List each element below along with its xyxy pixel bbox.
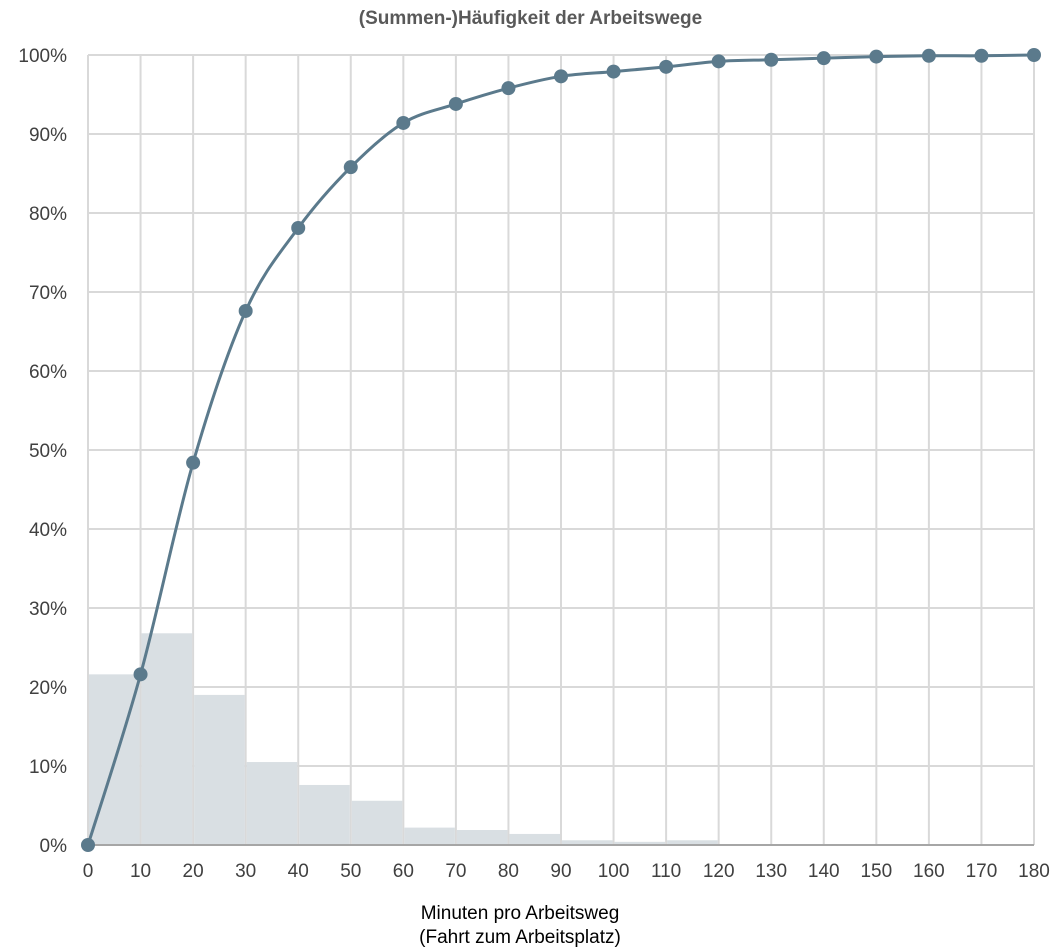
cumulative-point: [291, 221, 306, 236]
histogram-bar: [562, 840, 613, 845]
x-axis-title: Minuten pro Arbeitsweg (Fahrt zum Arbeit…: [310, 902, 730, 950]
x-tick-label: 0: [83, 861, 94, 882]
histogram-bar: [194, 694, 245, 845]
histogram-bar: [351, 800, 403, 845]
grid-lines: [87, 54, 1035, 846]
cumulative-point: [659, 59, 674, 74]
x-tick-label: 70: [445, 861, 466, 882]
cumulative-point: [448, 96, 463, 111]
cumulative-point: [133, 667, 148, 682]
x-tick-label: 180: [1018, 861, 1050, 882]
histogram-bar: [509, 833, 560, 845]
cumulative-point: [1027, 48, 1041, 62]
cumulative-point: [711, 54, 726, 69]
cumulative-point: [238, 303, 253, 318]
cumulative-point: [81, 838, 95, 852]
cumulative-point: [869, 49, 884, 64]
x-tick-label: 10: [130, 861, 151, 882]
x-tick-label: 170: [966, 861, 998, 882]
histogram-bar: [141, 633, 193, 845]
x-tick-label: 50: [340, 861, 361, 882]
y-tick-label: 30%: [29, 599, 67, 620]
cumulative-point: [396, 115, 411, 130]
x-tick-label: 80: [498, 861, 519, 882]
y-tick-label: 70%: [29, 283, 67, 304]
cumulative-point: [816, 51, 831, 66]
y-tick-label: 90%: [29, 125, 67, 146]
x-tick-label: 160: [913, 861, 945, 882]
cumulative-point: [764, 52, 779, 67]
cumulative-point: [974, 48, 989, 63]
y-tick-label: 80%: [29, 204, 67, 225]
plot-area: 0% 10% 20% 30% 40% 50% 60% 70% 80% 90% 100% 0 10 20 3…: [18, 46, 1050, 882]
x-tick-label: 150: [860, 861, 892, 882]
x-tick-label: 130: [755, 861, 787, 882]
cumulative-point: [554, 69, 568, 84]
cumulative-point: [501, 81, 516, 96]
histogram-bar: [404, 827, 455, 845]
cumulative-point: [343, 160, 358, 175]
x-axis-title-line-2: (Fahrt zum Arbeitsplatz): [419, 927, 621, 948]
x-axis-title-line-1: Minuten pro Arbeitsweg: [420, 903, 620, 924]
y-tick-label: 20%: [29, 678, 67, 699]
x-tick-label: 120: [703, 861, 735, 882]
x-tick-label: 20: [183, 861, 204, 882]
cumulative-point: [606, 64, 621, 79]
histogram-bar: [614, 841, 666, 845]
y-tick-label: 40%: [29, 520, 67, 541]
y-tick-label: 50%: [29, 441, 67, 462]
x-tick-label: 110: [651, 861, 681, 882]
histogram-bars: [89, 633, 1033, 845]
y-tick-labels: 0% 10% 20% 30% 40% 50% 60% 70% 80% 90% 100%: [18, 46, 67, 857]
x-tick-label: 100: [598, 861, 630, 882]
x-tick-label: 30: [235, 861, 256, 882]
cumulative-point: [186, 455, 201, 470]
x-tick-labels: 0 10 20 30 40 50 60 70 80 90 100 110 120 130 140 150 160…: [83, 861, 1050, 882]
y-tick-label: 0%: [40, 836, 68, 857]
histogram-bar: [246, 762, 298, 845]
y-tick-label: 100%: [18, 46, 67, 67]
y-tick-label: 10%: [29, 757, 67, 778]
histogram-bar: [299, 784, 350, 845]
chart-title: (Summen-)Häufigkeit der Arbeitswege: [358, 8, 703, 29]
histogram-bar: [667, 840, 718, 845]
x-tick-label: 140: [808, 861, 840, 882]
cumulative-points: [81, 48, 1041, 852]
histogram-bar: [456, 829, 508, 845]
cumulative-point: [921, 48, 936, 63]
x-tick-label: 60: [393, 861, 414, 882]
x-tick-label: 40: [288, 861, 309, 882]
x-tick-label: 90: [550, 861, 571, 882]
y-tick-label: 60%: [29, 362, 67, 383]
